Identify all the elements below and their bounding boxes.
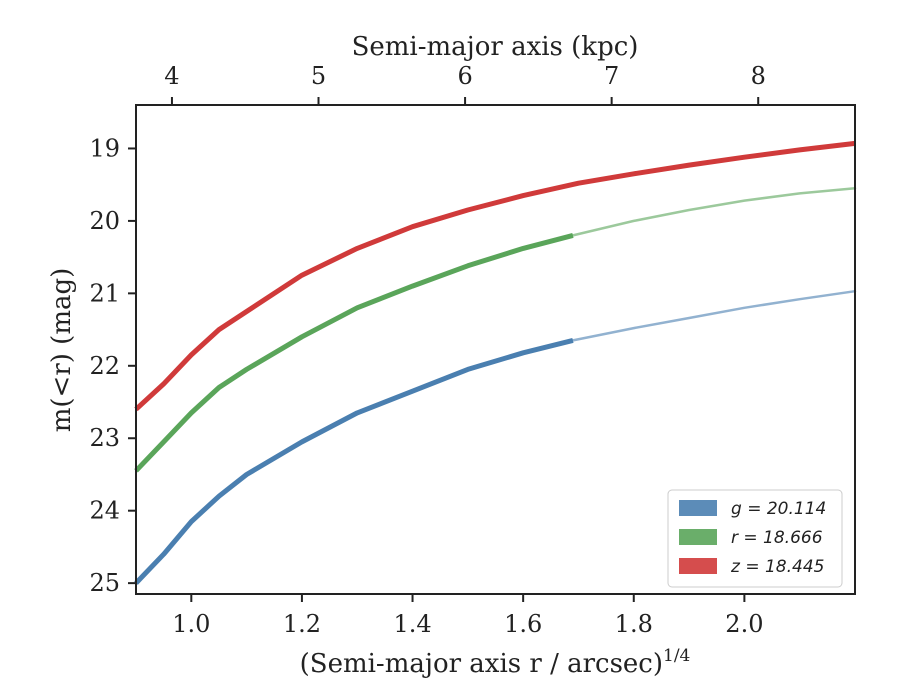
top-tick-label: 7 [604, 62, 619, 90]
axes-layer: 1.0 1.2 1.4 1.6 1.8 2.0 19 20 21 22 23 24 25 4 5 6 7 8 [89, 62, 765, 638]
plot-frame [135, 104, 856, 595]
series-r-line [134, 232, 574, 473]
top-tick-label: 8 [751, 62, 766, 90]
y-tick-label: 20 [89, 207, 120, 235]
series-g-line [134, 337, 574, 585]
y-tick-label: 19 [89, 134, 120, 162]
x-tick-label: 2.0 [725, 610, 763, 638]
y-tick-label: 21 [89, 279, 120, 307]
series-z-line [134, 140, 856, 412]
legend-swatch [679, 558, 717, 574]
series-g-extrapolated-line [571, 289, 857, 342]
y-tick-label: 24 [89, 497, 120, 525]
series-layer [134, 140, 857, 585]
y-tick-label: 22 [89, 352, 120, 380]
x-tick-label: 1.2 [283, 610, 321, 638]
x-tick-label: 1.0 [172, 610, 210, 638]
legend-label: g = 20.114 [731, 499, 826, 519]
top-tick-label: 4 [164, 62, 179, 90]
x-tick-label: 1.4 [393, 610, 431, 638]
series-r-extrapolated-line [571, 187, 857, 237]
top-axis-title: Semi-major axis (kpc) [352, 32, 639, 62]
y-tick-label: 23 [89, 424, 120, 452]
y-tick-label: 25 [89, 569, 120, 597]
top-tick-label: 5 [311, 62, 326, 90]
legend-label: r = 18.666 [731, 528, 823, 548]
y-axis-title: m(<r) (mag) [47, 268, 77, 433]
legend-swatch [679, 529, 717, 545]
legend-label: z = 18.445 [730, 557, 824, 577]
bottom-axis-title: (Semi-major axis r / arcsec)1/4 [300, 646, 691, 679]
legend-swatch [679, 500, 717, 516]
x-tick-label: 1.6 [504, 610, 542, 638]
x-tick-label: 1.8 [615, 610, 653, 638]
legend: g = 20.114 r = 18.666 z = 18.445 [667, 489, 843, 588]
top-tick-label: 6 [457, 62, 472, 90]
